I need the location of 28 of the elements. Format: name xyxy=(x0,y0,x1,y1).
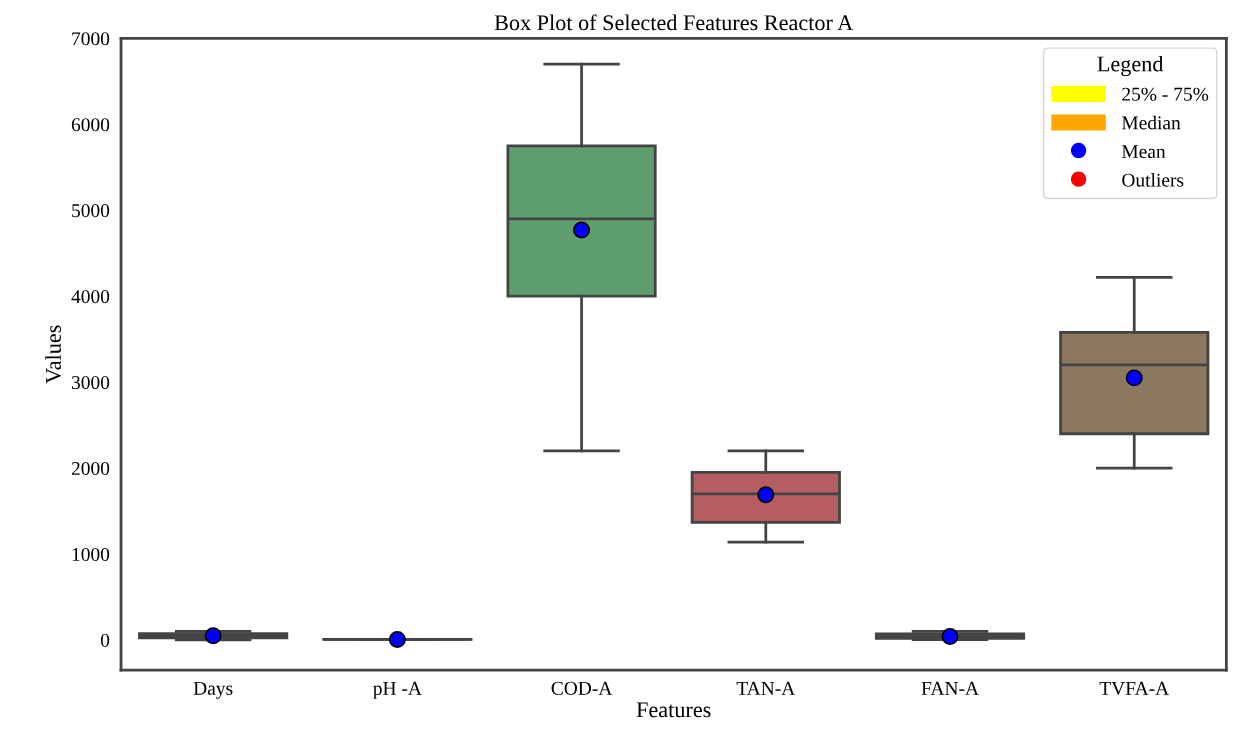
x-axis-title: Features xyxy=(636,702,711,718)
legend-label: Mean xyxy=(1121,145,1166,159)
legend-label: Outliers xyxy=(1122,173,1184,187)
y-tick-label: 1000 xyxy=(72,547,110,562)
point xyxy=(757,486,775,504)
y-tick-label: 0 xyxy=(100,633,110,647)
point xyxy=(204,627,222,645)
y-tick-label: 5000 xyxy=(72,204,110,218)
x-tick-label: Days xyxy=(193,681,233,699)
point xyxy=(1125,369,1143,387)
legend-label: Median xyxy=(1121,115,1181,130)
point xyxy=(388,630,406,648)
y-axis-title: Values xyxy=(45,325,62,384)
legend-title: Legend xyxy=(1097,55,1164,77)
x-tick-label: FAN-A xyxy=(921,681,979,695)
point xyxy=(941,628,959,646)
point xyxy=(573,221,591,239)
y-tick-label: 4000 xyxy=(71,290,110,304)
x-tick-label: TAN-A xyxy=(736,681,796,695)
x-tick-label: TVFA-A xyxy=(1099,681,1170,695)
y-tick-label: 7000 xyxy=(72,32,110,46)
y-tick-label: 6000 xyxy=(71,118,110,132)
y-tick-label: 2000 xyxy=(71,461,110,476)
chart-title: Box Plot of Selected Features Reactor A xyxy=(494,14,854,31)
text: 25% - 75% xyxy=(1122,87,1209,101)
x-tick-label: COD-A xyxy=(551,681,613,695)
y-tick-label: 3000 xyxy=(71,375,110,390)
x-tick-label: pH -A xyxy=(373,681,422,699)
